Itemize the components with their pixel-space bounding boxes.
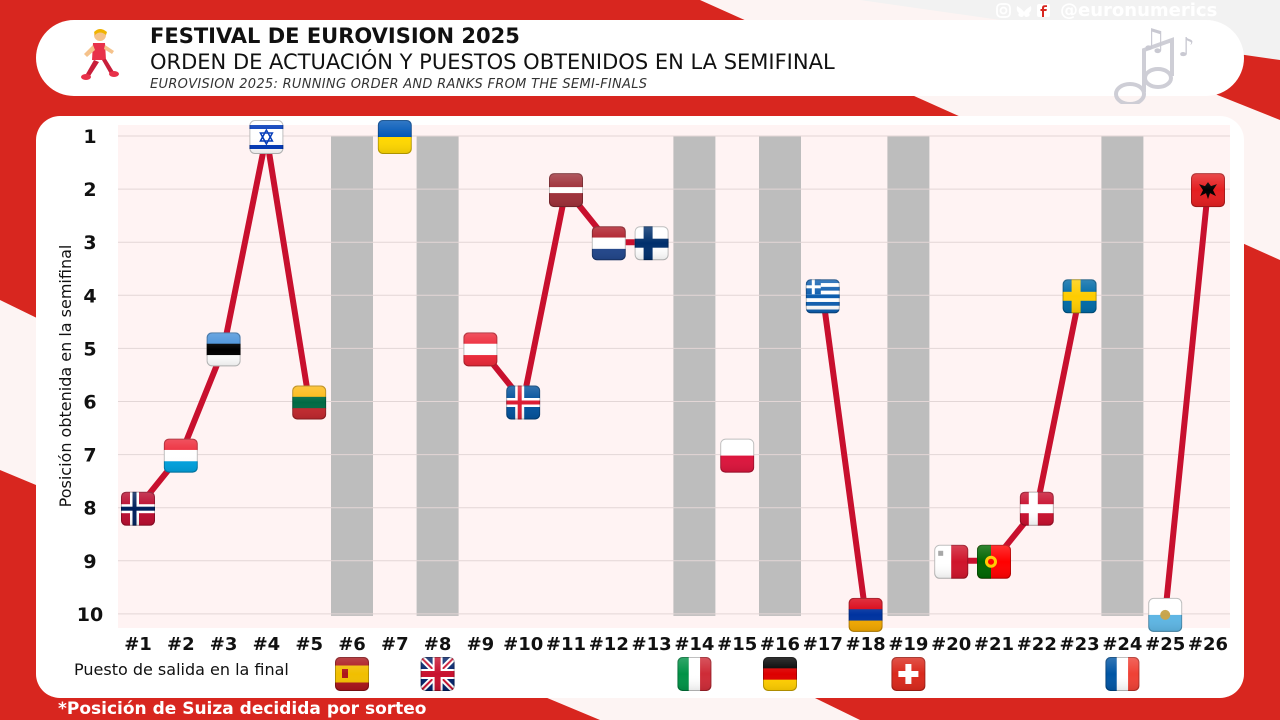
x-tick-label: #18 (846, 634, 886, 655)
x-tick-label: #22 (1017, 634, 1057, 655)
x-tick-label: #23 (1060, 634, 1100, 655)
series-line (819, 292, 869, 617)
y-axis-label: Posición obtenida en la semifinal (56, 245, 75, 508)
x-tick-label: #13 (632, 634, 672, 655)
chart-subtitle: ORDEN DE ACTUACIÓN Y PUESTOS OBTENIDOS E… (150, 50, 835, 74)
x-tick-label: #19 (888, 634, 928, 655)
flag-spain-icon (335, 657, 369, 691)
footnote: *Posición de Suiza decidida por sorteo (58, 699, 427, 719)
social-icons (996, 3, 1050, 18)
flag-netherlands-icon (591, 226, 626, 261)
x-tick-label: #6 (338, 634, 366, 655)
x-tick-label: #24 (1102, 634, 1142, 655)
x-tick-label: #5 (295, 634, 323, 655)
x-tick-label: #2 (167, 634, 195, 655)
x-tick-label: #3 (210, 634, 238, 655)
flag-switzerland-icon (891, 657, 926, 691)
flag-albania-icon (1191, 173, 1225, 208)
x-tick-label: #4 (253, 634, 281, 655)
qualified-column-19 (887, 136, 930, 616)
runner-icon (81, 29, 119, 80)
flag-luxembourg-icon (163, 438, 198, 473)
x-tick-label: #14 (674, 634, 714, 655)
y-tick-label: 3 (83, 232, 96, 254)
flag-france-icon (1105, 657, 1140, 691)
music-notes-icon: ♫ ♪ (1114, 23, 1195, 104)
svg-text:♫: ♫ (1140, 23, 1167, 58)
flag-united-kingdom-icon (420, 657, 455, 691)
flag-san-marino-icon (1148, 597, 1183, 632)
flag-portugal-icon (977, 544, 1011, 579)
chart-subtitle-english: EUROVISION 2025: RUNNING ORDER AND RANKS… (150, 77, 648, 92)
flag-finland-icon (634, 226, 669, 261)
y-tick-label: 1 (83, 126, 96, 148)
chart-title: FESTIVAL DE EUROVISION 2025 (150, 24, 520, 48)
x-tick-label: #16 (760, 634, 800, 655)
x-tick-label: #7 (381, 634, 409, 655)
flag-latvia-icon (549, 173, 583, 208)
flag-israel-icon (249, 120, 284, 154)
y-tick-label: 4 (83, 285, 96, 307)
qualified-column-24 (1101, 136, 1144, 616)
x-axis-label: Puesto de salida en la final (74, 660, 289, 679)
flag-germany-icon (763, 657, 797, 691)
header-banner (36, 20, 1244, 96)
x-tick-label: #10 (503, 634, 543, 655)
flag-malta-icon (934, 544, 969, 579)
y-tick-label: 9 (83, 551, 96, 573)
x-tick-label: #1 (124, 634, 152, 655)
social-handle: @euronumerics (1060, 0, 1218, 21)
flag-norway-icon (121, 491, 155, 526)
qualified-column-16 (759, 136, 801, 616)
facebook-icon[interactable] (1037, 4, 1050, 17)
flag-austria-icon (463, 332, 498, 367)
x-tick-label: #9 (467, 634, 495, 655)
flag-ukraine-icon (377, 120, 412, 154)
flag-greece-icon (805, 279, 840, 314)
instagram-icon[interactable] (996, 3, 1011, 18)
x-tick-label: #15 (717, 634, 757, 655)
qualified-column-14 (673, 136, 716, 616)
y-tick-label: 8 (83, 498, 96, 520)
qualified-column-8 (416, 136, 459, 616)
y-tick-label: 10 (77, 604, 103, 626)
flag-italy-icon (677, 657, 712, 691)
y-tick-label: 5 (83, 338, 96, 360)
svg-text:♪: ♪ (1178, 33, 1195, 63)
x-tick-label: #21 (974, 634, 1014, 655)
bluesky-icon[interactable] (1016, 6, 1032, 17)
x-tick-label: #25 (1145, 634, 1185, 655)
flag-armenia-icon (848, 597, 883, 632)
flag-estonia-icon (206, 332, 241, 367)
qualified-column-6 (331, 136, 373, 616)
y-tick-label: 7 (83, 445, 96, 467)
x-tick-label: #26 (1188, 634, 1228, 655)
flag-poland-icon (720, 438, 755, 473)
x-tick-label: #17 (803, 634, 843, 655)
flag-denmark-icon (1019, 491, 1054, 526)
flag-lithuania-icon (292, 385, 327, 420)
y-tick-label: 6 (83, 392, 96, 414)
x-tick-label: #8 (424, 634, 452, 655)
x-tick-label: #20 (931, 634, 971, 655)
series-line (1162, 186, 1211, 617)
x-tick-label: #11 (546, 634, 586, 655)
flag-iceland-icon (506, 385, 541, 420)
y-tick-label: 2 (83, 179, 96, 201)
series-line (948, 292, 1083, 564)
x-tick-label: #12 (589, 634, 629, 655)
flag-sweden-icon (1062, 279, 1097, 314)
